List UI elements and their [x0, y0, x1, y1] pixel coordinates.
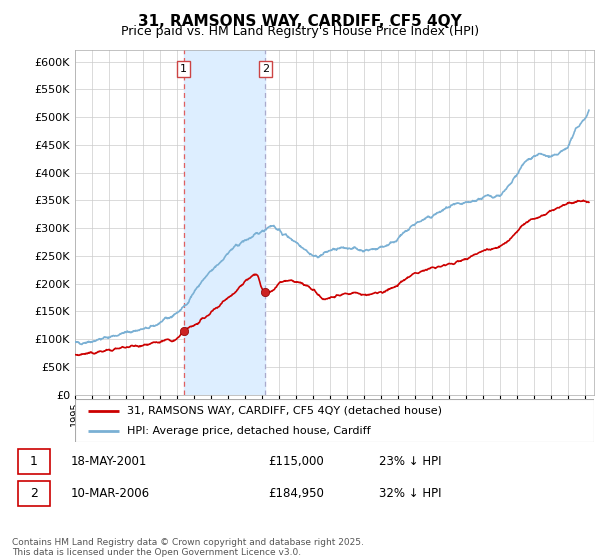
Text: £115,000: £115,000: [268, 455, 324, 468]
Text: HPI: Average price, detached house, Cardiff: HPI: Average price, detached house, Card…: [127, 427, 371, 436]
Text: 31, RAMSONS WAY, CARDIFF, CF5 4QY (detached house): 31, RAMSONS WAY, CARDIFF, CF5 4QY (detac…: [127, 406, 442, 416]
Text: Contains HM Land Registry data © Crown copyright and database right 2025.
This d: Contains HM Land Registry data © Crown c…: [12, 538, 364, 557]
Bar: [184, 50, 265, 395]
Text: 31, RAMSONS WAY, CARDIFF, CF5 4QY: 31, RAMSONS WAY, CARDIFF, CF5 4QY: [138, 14, 462, 29]
Text: 1: 1: [180, 64, 187, 74]
Text: 1: 1: [30, 455, 38, 468]
Text: 18-MAY-2001: 18-MAY-2001: [70, 455, 146, 468]
Text: 10-MAR-2006: 10-MAR-2006: [70, 487, 149, 500]
Text: £184,950: £184,950: [268, 487, 324, 500]
Bar: [18, 449, 50, 474]
Text: Price paid vs. HM Land Registry's House Price Index (HPI): Price paid vs. HM Land Registry's House …: [121, 25, 479, 38]
Bar: [18, 482, 50, 506]
Text: 2: 2: [30, 487, 38, 500]
Text: 2: 2: [262, 64, 269, 74]
Text: 23% ↓ HPI: 23% ↓ HPI: [379, 455, 441, 468]
Text: 32% ↓ HPI: 32% ↓ HPI: [379, 487, 441, 500]
